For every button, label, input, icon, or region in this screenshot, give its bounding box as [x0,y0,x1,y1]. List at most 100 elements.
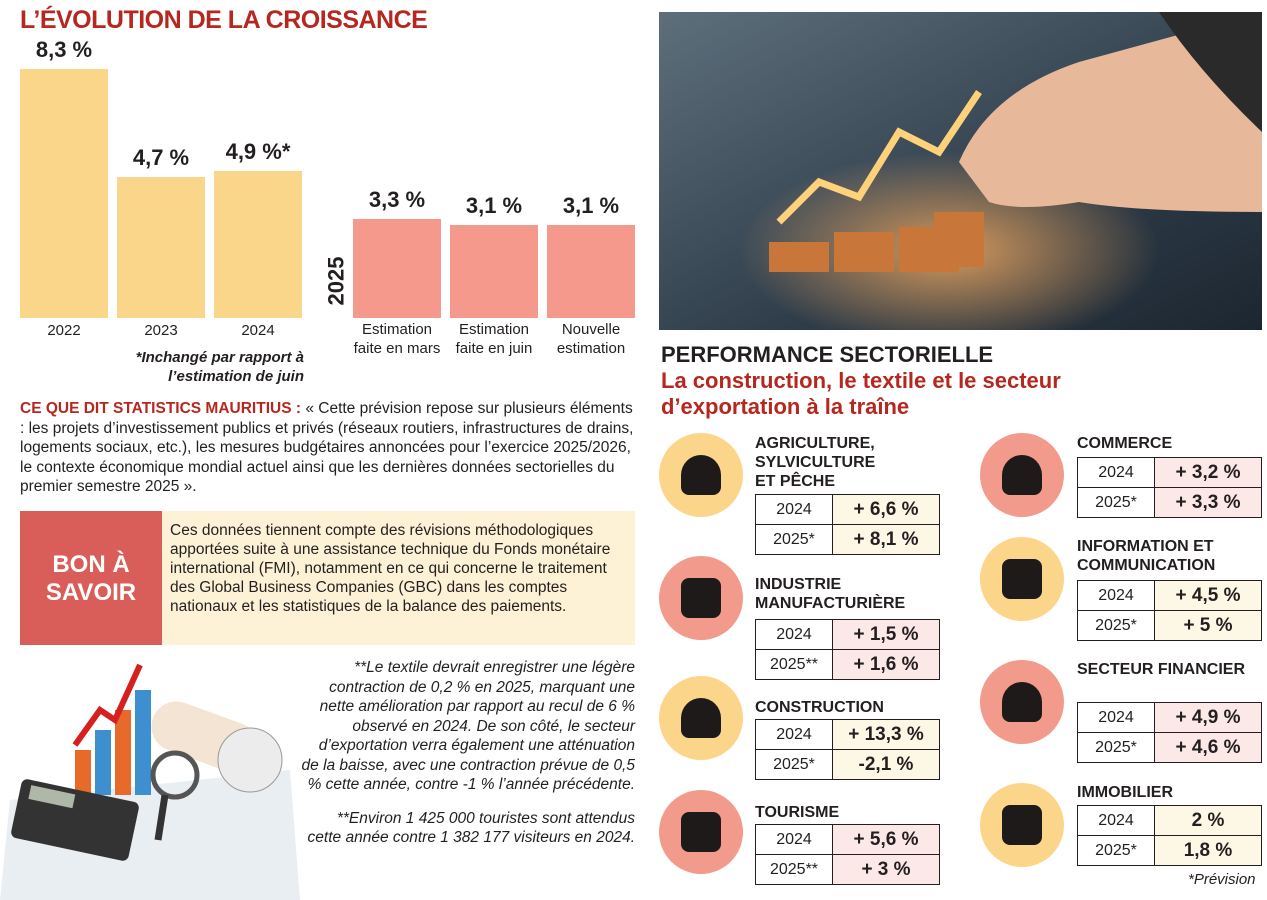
sector-title: CONSTRUCTION [755,699,884,716]
table-row: 2024 + 3,2 % [1077,457,1262,488]
year-cell: 2025* [1077,732,1155,763]
sector-table: 2024 + 6,6 % 2025* + 8,1 % [755,494,940,555]
year-cell: 2024 [1077,580,1155,611]
sector-title: SECTEUR FINANCIER [1077,661,1246,678]
table-row: 2024 + 4,5 % [1077,580,1262,611]
growth-value-cell: 1,8 % [1154,835,1262,866]
bar-2025-estimate [547,225,635,318]
growth-value-cell: + 1,5 % [832,619,940,650]
bon-a-savoir-title: BON À SAVOIR [20,511,162,645]
table-row: 2024 + 6,6 % [755,494,940,525]
sector-title: AGRICULTURE, SYLVICULTURE ET PÊCHE [755,435,876,490]
table-row: 2024 + 4,9 % [1077,702,1262,733]
chart-title: L’ÉVOLUTION DE LA CROISSANCE [20,6,428,34]
growth-value-cell: + 3,3 % [1154,487,1262,518]
sector-table: 2024 + 4,9 % 2025* + 4,6 % [1077,702,1262,763]
table-row: 2025** + 3 % [755,854,940,885]
growth-value-cell: + 3,2 % [1154,457,1262,488]
performance-title: PERFORMANCE SECTORIELLE [661,342,994,367]
growth-value-cell: + 4,5 % [1154,580,1262,611]
year-cell: 2024 [755,719,833,750]
sector-table: 2024 + 4,5 % 2025* + 5 % [1077,580,1262,641]
year-cell: 2024 [1077,457,1155,488]
bon-a-savoir-text: Ces données tiennent compte des révision… [162,511,635,645]
tourism-note: **Environ 1 425 000 touristes sont atten… [307,809,635,847]
category-label: Nouvelle estimation [556,321,626,357]
footnotes: **Le textile devrait enregistrer une lég… [300,658,635,862]
bar-value-label: 3,1 % [562,193,620,218]
category-label: 2022 [47,322,81,339]
year-cell: 2024 [1077,702,1155,733]
bar-value-label: 3,1 % [465,193,523,218]
chat-bubbles-icon [980,537,1064,621]
money-bag-icon [980,660,1064,744]
table-row: 2025* + 8,1 % [755,524,940,555]
bar-value-label: 3,3 % [368,187,426,212]
year-cell: 2024 [1077,805,1155,836]
table-row: 2024 2 % [1077,805,1262,836]
year-cell: 2025** [755,854,833,885]
year-cell: 2024 [755,494,833,525]
sector-table: 2024 + 5,6 % 2025** + 3 % [755,824,940,885]
bar-2025-estimate [450,225,538,318]
statistics-label: CE QUE DIT STATISTICS MAURITIUS : [20,400,302,417]
category-label: Estimation faite en juin [455,321,533,357]
bar-2024 [214,171,302,318]
year-cell: 2024 [755,619,833,650]
bar-value-label: 4,9 %* [225,139,291,164]
bar-2023 [117,177,205,318]
bar-2022 [20,69,108,318]
bar-value-label: 4,7 % [132,145,190,170]
year-cell: 2025* [755,524,833,555]
sector-title: TOURISME [755,804,840,821]
growth-value-cell: + 6,6 % [832,494,940,525]
beach-umbrella-icon [659,790,743,874]
calculator-chart-illustration [0,663,300,900]
year-cell: 2025** [755,649,833,680]
sector-table: 2024 2 % 2025* 1,8 % [1077,805,1262,866]
table-row: 2024 + 1,5 % [755,619,940,650]
table-row: 2025* + 5 % [1077,610,1262,641]
year-cell: 2025* [1077,487,1155,518]
growth-value-cell: + 4,6 % [1154,732,1262,763]
coins-growth-photo [659,12,1262,330]
growth-value-cell: 2 % [1154,805,1262,836]
bar-2025-estimate [353,219,441,318]
shopping-cart-icon [980,433,1064,517]
table-row: 2025* + 3,3 % [1077,487,1262,518]
year-cell: 2025* [1077,610,1155,641]
plant-icon [659,433,743,517]
sector-table: 2024 + 1,5 % 2025** + 1,6 % [755,619,940,680]
growth-value-cell: + 4,9 % [1154,702,1262,733]
growth-value-cell: -2,1 % [832,749,940,780]
table-row: 2025* -2,1 % [755,749,940,780]
sector-table: 2024 + 3,2 % 2025* + 3,3 % [1077,457,1262,518]
category-label: 2024 [241,322,275,339]
statistics-quote: CE QUE DIT STATISTICS MAURITIUS : « Cett… [20,399,635,497]
statistics-text: « Cette prévision repose sur plusieurs é… [20,400,634,495]
sector-table: 2024 + 13,3 % 2025* -2,1 % [755,719,940,780]
table-row: 2025* 1,8 % [1077,835,1262,866]
growth-value-cell: + 5,6 % [832,824,940,855]
year-2025-label: 2025 [323,256,349,306]
year-cell: 2025* [755,749,833,780]
chart-footnote: *Inchangé par rapport à l’estimation de … [135,349,304,385]
sector-title: INFORMATION ET COMMUNICATION [1077,538,1216,574]
growth-value-cell: + 3 % [832,854,940,885]
growth-value-cell: + 8,1 % [832,524,940,555]
table-row: 2025** + 1,6 % [755,649,940,680]
growth-value-cell: + 1,6 % [832,649,940,680]
table-row: 2024 + 5,6 % [755,824,940,855]
sector-title: INDUSTRIE MANUFACTURIÈRE [755,576,906,612]
table-row: 2024 + 13,3 % [755,719,940,750]
bar-value-label: 8,3 % [35,37,93,62]
excavator-icon [659,676,743,760]
performance-subtitle: La construction, le textile et le secteu… [661,368,1061,419]
sector-title: COMMERCE [1077,435,1173,452]
category-label: Estimation faite en mars [353,321,441,357]
category-label: 2023 [144,322,178,339]
table-row: 2025* + 4,6 % [1077,732,1262,763]
sector-title: IMMOBILIER [1077,784,1173,801]
growth-value-cell: + 5 % [1154,610,1262,641]
year-cell: 2024 [755,824,833,855]
